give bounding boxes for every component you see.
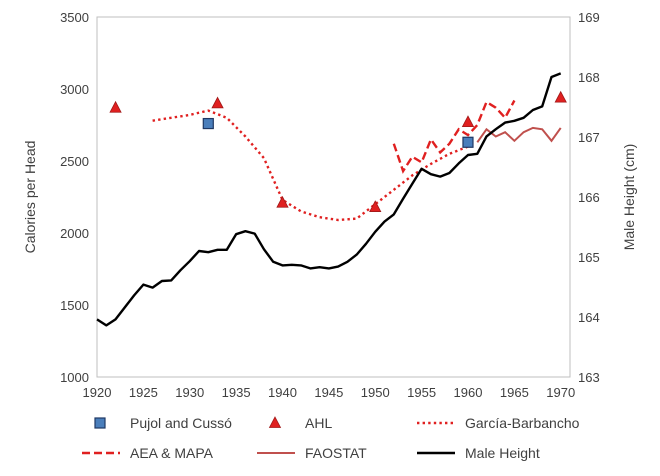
x-tick-label: 1935: [222, 385, 251, 400]
legend-label: García-Barbancho: [465, 415, 580, 431]
left-tick-label: 2000: [60, 226, 89, 241]
x-tick-label: 1960: [454, 385, 483, 400]
legend-symbol-garc-a-barbancho: [415, 415, 457, 431]
x-tick-label: 1965: [500, 385, 529, 400]
point-ahl: [109, 100, 122, 113]
right-tick-label: 165: [578, 250, 600, 265]
point-ahl: [276, 195, 289, 208]
legend: Pujol and Cussó AHL García-Barbancho AEA & …: [70, 412, 650, 472]
legend-item-ahl: AHL: [255, 412, 332, 434]
x-tick-label: 1945: [314, 385, 343, 400]
legend-item-pujol-and-cuss: Pujol and Cussó: [80, 412, 232, 434]
legend-label: AHL: [305, 415, 333, 431]
legend-item-faostat: FAOSTAT: [255, 442, 367, 464]
legend-symbol-aea-mapa: [80, 445, 122, 461]
right-tick-label: 163: [578, 370, 600, 385]
plot-frame: [96, 16, 571, 378]
series-layer: [96, 72, 567, 327]
left-tick-label: 2500: [60, 154, 89, 169]
right-tick-label: 169: [578, 10, 600, 25]
legend-symbol-ahl: [255, 415, 297, 431]
legend-symbol-male-height: [415, 445, 457, 461]
legend-label: AEA & MAPA: [130, 445, 213, 461]
point-pujol-and-cuss: [202, 117, 214, 130]
x-tick-label: 1920: [83, 385, 112, 400]
legend-label: FAOSTAT: [305, 445, 367, 461]
legend-item-aea-mapa: AEA & MAPA: [80, 442, 213, 464]
right-tick-label: 164: [578, 310, 600, 325]
left-axis-label: Calories per Head: [22, 141, 38, 254]
legend-symbol-pujol-and-cuss: [80, 415, 122, 431]
point-ahl: [369, 200, 382, 212]
series-line-aea-mapa: [392, 99, 516, 174]
point-ahl: [461, 115, 475, 128]
legend-label: Pujol and Cussó: [130, 415, 232, 431]
x-axis-tick-labels: 1920 1925 1930 1935 1940 1945 1950 1955 1960 1965…: [83, 385, 576, 400]
right-tick-label: 167: [578, 130, 600, 145]
left-tick-label: 3000: [60, 82, 89, 97]
x-tick-label: 1925: [129, 385, 158, 400]
series-line-garc-a-barbancho: [152, 109, 469, 222]
point-ahl: [554, 90, 567, 103]
legend-triangle-marker: [268, 416, 282, 428]
x-tick-label: 1940: [268, 385, 297, 400]
legend-label: Male Height: [465, 445, 540, 461]
x-tick-label: 1930: [175, 385, 204, 400]
x-tick-label: 1950: [361, 385, 390, 400]
plot-border: [96, 16, 571, 378]
left-tick-label: 1000: [60, 370, 89, 385]
point-pujol-and-cuss: [462, 136, 474, 148]
left-tick-label: 1500: [60, 298, 89, 313]
series-line-male-height: [96, 72, 562, 327]
legend-square-marker: [94, 417, 106, 429]
x-tick-label: 1955: [407, 385, 436, 400]
x-tick-label: 1970: [546, 385, 575, 400]
left-axis-tick-labels: 1000 1500 2000 2500 3000 3500: [60, 10, 89, 385]
right-axis-tick-labels: 163 164 165 166 167 168 169: [578, 10, 600, 385]
legend-item-male-height: Male Height: [415, 442, 540, 464]
legend-item-garc-a-barbancho: García-Barbancho: [415, 412, 579, 434]
right-tick-label: 166: [578, 190, 600, 205]
right-axis-label: Male Height (cm): [621, 144, 637, 251]
legend-symbol-faostat: [255, 445, 297, 461]
point-ahl: [211, 96, 224, 109]
left-tick-label: 3500: [60, 10, 89, 25]
right-tick-label: 168: [578, 70, 600, 85]
